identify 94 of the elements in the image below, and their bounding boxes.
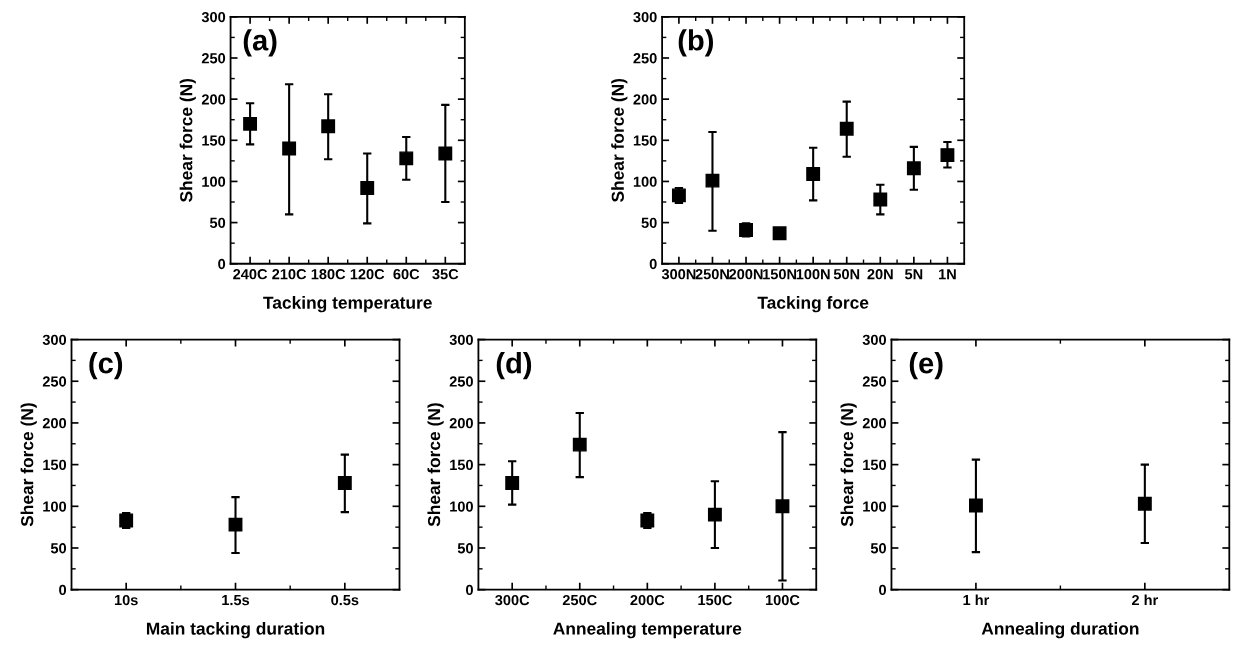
y-tick-label: 0 — [879, 584, 886, 596]
point — [438, 146, 453, 161]
y-tick-label: 50 — [870, 543, 886, 554]
x-axis-title: Main tacking duration — [146, 622, 325, 639]
x-tick-label: 250C — [562, 594, 597, 606]
point — [772, 226, 787, 241]
x-axis-title: Tacking force — [757, 296, 869, 313]
y-tick-label: 0 — [466, 584, 473, 596]
y-tick-label: 200 — [449, 418, 473, 429]
y-tick-label: 300 — [633, 11, 657, 23]
y-tick-label: 0 — [649, 258, 657, 270]
y-tick-label: 150 — [450, 459, 473, 471]
x-tick-label: 180C — [311, 268, 346, 280]
x-tick-label: 1.5s — [222, 595, 250, 606]
y-tick-label: 200 — [862, 418, 886, 429]
y-axis-title: Shear force (N) — [179, 78, 196, 203]
annotation: (c) — [89, 352, 123, 380]
annotation: (e) — [909, 352, 943, 380]
point — [321, 119, 336, 134]
point — [282, 141, 297, 156]
point — [705, 173, 720, 188]
point — [243, 116, 258, 131]
y-tick-label: 250 — [42, 376, 67, 387]
y-tick-label: 200 — [201, 94, 226, 105]
y-tick-label: 250 — [862, 376, 886, 387]
y-tick-label: 200 — [42, 418, 67, 429]
y-tick-label: 150 — [202, 135, 226, 146]
x-tick-label: 120C — [350, 268, 385, 280]
point — [906, 161, 921, 176]
x-tick-label: 5N — [904, 269, 923, 280]
x-tick-label: 100C — [765, 594, 800, 606]
y-tick-label: 50 — [641, 217, 657, 229]
y-tick-label: 0 — [59, 584, 67, 596]
annotation: (a) — [243, 29, 277, 57]
point — [806, 167, 821, 181]
x-tick-label: 200N — [729, 268, 763, 280]
y-tick-label: 50 — [209, 217, 226, 229]
x-tick-label: 210C — [272, 268, 307, 280]
x-tick-label: 60C — [393, 268, 420, 280]
x-tick-label: 300N — [661, 268, 696, 280]
annotation: (d) — [496, 352, 532, 380]
x-tick-label: 2 hr — [1131, 594, 1158, 606]
point — [707, 507, 722, 522]
y-tick-label: 300 — [862, 334, 886, 345]
y-tick-label: 200 — [633, 94, 657, 105]
y-tick-label: 150 — [633, 135, 657, 146]
x-tick-label: 250N — [695, 268, 729, 280]
y-tick-label: 250 — [201, 53, 226, 64]
y-tick-label: 300 — [449, 334, 473, 345]
point — [399, 151, 414, 166]
y-tick-label: 250 — [633, 53, 657, 64]
y-axis-title: Shear force (N) — [427, 403, 444, 527]
x-axis-title: Tacking temperature — [263, 296, 432, 313]
point — [228, 517, 243, 532]
x-tick-label: 100N — [796, 268, 830, 280]
x-tick-label: 20N — [867, 268, 893, 280]
point — [873, 192, 888, 207]
point — [839, 121, 854, 136]
x-tick-label: 1N — [939, 269, 956, 280]
y-tick-label: 300 — [42, 334, 67, 345]
x-tick-label: 35C — [432, 268, 459, 280]
y-tick-label: 50 — [50, 543, 67, 554]
x-tick-label: 240C — [233, 268, 268, 280]
x-tick-label: 300C — [495, 594, 530, 606]
x-axis-title: Annealing duration — [981, 622, 1139, 639]
point — [572, 437, 587, 452]
y-tick-label: 150 — [863, 459, 886, 471]
annotation: (b) — [678, 29, 714, 57]
point — [775, 499, 790, 514]
x-tick-label: 10s — [114, 594, 138, 606]
y-axis-title: Shear force (N) — [20, 403, 37, 527]
x-tick-label: 50N — [833, 268, 860, 280]
y-tick-label: 100 — [450, 501, 473, 512]
y-tick-label: 150 — [43, 459, 67, 471]
y-tick-label: 100 — [202, 176, 226, 187]
y-tick-label: 100 — [633, 176, 657, 187]
y-tick-label: 0 — [218, 258, 226, 270]
x-axis-title: Annealing temperature — [553, 622, 742, 639]
y-axis-title: Shear force (N) — [611, 78, 628, 203]
y-tick-label: 50 — [457, 543, 473, 554]
x-tick-label: 150N — [763, 268, 797, 280]
x-tick-label: 200C — [630, 594, 665, 606]
y-tick-label: 300 — [201, 11, 226, 23]
x-tick-label: 1 hr — [963, 594, 990, 606]
x-tick-label: 0.5s — [331, 594, 359, 606]
y-tick-label: 100 — [43, 501, 67, 512]
point — [360, 181, 375, 195]
y-axis-title: Shear force (N) — [840, 403, 857, 527]
point — [505, 476, 520, 490]
y-tick-label: 250 — [449, 376, 473, 387]
x-tick-label: 150C — [698, 594, 732, 606]
point — [940, 148, 955, 163]
y-tick-label: 100 — [863, 501, 886, 512]
point — [337, 476, 352, 490]
